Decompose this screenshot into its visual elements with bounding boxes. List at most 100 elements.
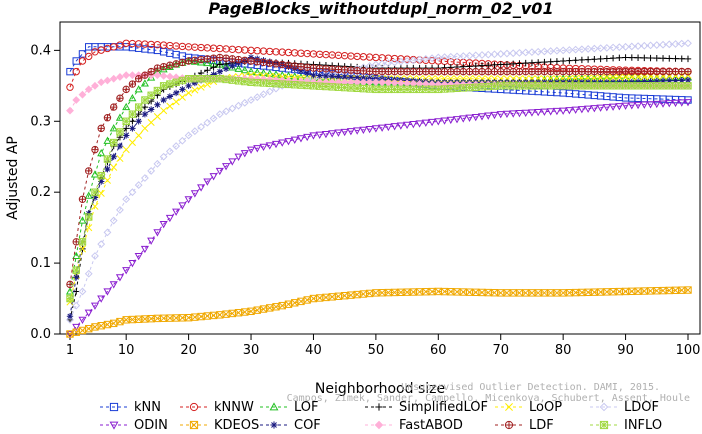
data-point bbox=[484, 82, 492, 91]
data-point bbox=[360, 74, 367, 82]
data-point bbox=[634, 82, 642, 90]
data-point bbox=[503, 289, 511, 297]
data-point bbox=[134, 75, 143, 83]
legend-item-knn: kNN bbox=[100, 400, 161, 415]
data-point bbox=[471, 51, 480, 60]
data-point bbox=[528, 82, 536, 90]
data-point bbox=[128, 138, 136, 147]
data-point bbox=[341, 73, 348, 81]
data-point bbox=[191, 79, 199, 87]
data-point bbox=[590, 82, 599, 90]
data-point bbox=[452, 116, 462, 124]
data-point bbox=[652, 41, 661, 49]
data-point bbox=[440, 53, 449, 62]
data-point bbox=[322, 65, 330, 73]
data-point bbox=[190, 127, 199, 136]
x-tick-label: 10 bbox=[118, 343, 135, 358]
data-point bbox=[253, 93, 262, 102]
data-point bbox=[103, 76, 112, 85]
x-tick-label: 1 bbox=[66, 343, 74, 358]
data-point bbox=[528, 75, 536, 83]
x-tick-label: 70 bbox=[492, 343, 509, 358]
data-point bbox=[309, 64, 318, 72]
data-point bbox=[603, 55, 611, 62]
data-point bbox=[115, 274, 124, 282]
data-point bbox=[378, 67, 386, 76]
data-point bbox=[571, 45, 580, 54]
data-point bbox=[622, 73, 630, 81]
data-point bbox=[204, 67, 211, 74]
data-point bbox=[116, 154, 124, 163]
data-point bbox=[141, 71, 149, 79]
data-point bbox=[98, 178, 105, 185]
data-point bbox=[472, 288, 480, 297]
data-point bbox=[109, 281, 118, 289]
data-point bbox=[234, 64, 243, 72]
data-point bbox=[309, 82, 318, 90]
data-point bbox=[478, 83, 486, 91]
data-point bbox=[159, 65, 168, 73]
data-point bbox=[597, 55, 604, 63]
data-point bbox=[84, 85, 93, 94]
data-point bbox=[559, 57, 567, 65]
data-point bbox=[515, 48, 524, 57]
data-point bbox=[596, 67, 605, 76]
data-point bbox=[616, 54, 623, 62]
data-point bbox=[465, 114, 474, 122]
data-point bbox=[91, 188, 99, 196]
data-point bbox=[140, 79, 149, 87]
data-point bbox=[147, 237, 156, 245]
data-point bbox=[128, 93, 137, 102]
data-point bbox=[553, 75, 561, 83]
data-point bbox=[209, 311, 218, 320]
x-axis-label: Neighborhood size bbox=[315, 381, 445, 397]
data-point bbox=[210, 64, 217, 71]
data-point bbox=[472, 75, 480, 83]
data-point bbox=[565, 107, 574, 115]
data-point bbox=[165, 214, 174, 223]
series-line bbox=[69, 289, 689, 335]
data-point bbox=[541, 58, 548, 66]
data-point bbox=[497, 61, 504, 68]
data-point bbox=[334, 83, 343, 91]
series-odin bbox=[65, 99, 693, 339]
data-point bbox=[596, 104, 605, 112]
data-point bbox=[497, 67, 505, 76]
data-point bbox=[91, 252, 99, 260]
data-point bbox=[459, 52, 468, 60]
data-point bbox=[552, 107, 561, 116]
data-point bbox=[627, 42, 636, 51]
data-point bbox=[147, 167, 156, 175]
data-point bbox=[590, 67, 599, 76]
data-point bbox=[683, 99, 693, 107]
data-point bbox=[453, 52, 461, 61]
data-point bbox=[371, 78, 380, 87]
data-point bbox=[128, 260, 137, 268]
data-point bbox=[671, 82, 680, 90]
data-point bbox=[434, 118, 443, 126]
data-point bbox=[378, 85, 386, 94]
data-point bbox=[422, 67, 430, 76]
data-point bbox=[178, 202, 187, 210]
data-point bbox=[166, 93, 174, 100]
legend-item-odin: ODIN bbox=[100, 418, 168, 433]
data-point bbox=[684, 286, 692, 294]
data-point bbox=[197, 55, 205, 64]
data-point bbox=[521, 67, 530, 76]
data-point bbox=[359, 126, 368, 135]
data-point bbox=[259, 143, 268, 152]
data-point bbox=[547, 75, 555, 83]
data-point bbox=[284, 138, 293, 146]
data-point bbox=[503, 67, 511, 76]
data-point bbox=[240, 65, 249, 74]
data-point bbox=[66, 294, 74, 303]
data-point bbox=[403, 288, 411, 296]
data-point bbox=[646, 41, 655, 50]
data-point bbox=[184, 75, 193, 83]
data-point bbox=[297, 67, 305, 75]
data-point bbox=[615, 73, 623, 82]
data-point bbox=[415, 85, 424, 94]
data-point bbox=[528, 59, 536, 66]
data-point bbox=[571, 67, 580, 76]
data-point bbox=[334, 292, 343, 300]
